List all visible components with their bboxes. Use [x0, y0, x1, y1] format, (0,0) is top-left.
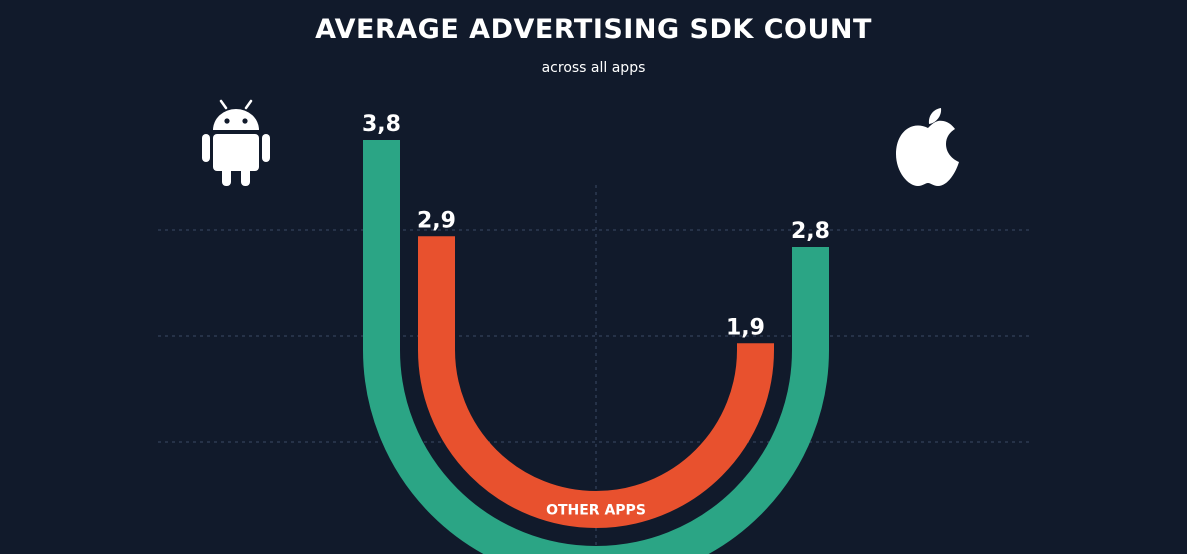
value-label-android-gaming-apps: 3,8 — [362, 112, 401, 137]
chart-subtitle: across all apps — [541, 60, 646, 76]
android-icon — [202, 99, 270, 186]
series-label-other-apps: OTHER APPS — [546, 503, 646, 519]
chart-title: AVERAGE ADVERTISING SDK COUNT — [315, 14, 872, 45]
apple-icon — [896, 108, 959, 186]
bar-gaming-apps — [363, 140, 829, 554]
value-label-apple-gaming-apps: 2,8 — [791, 219, 830, 244]
bars: GAMING APPSOTHER APPS — [363, 140, 829, 554]
value-label-apple-other-apps: 1,9 — [726, 315, 765, 340]
value-labels: 3,8 2,8 2,9 1,9 — [362, 112, 830, 340]
grid-lines — [158, 185, 1030, 554]
bar-other-apps — [418, 236, 774, 528]
value-label-android-other-apps: 2,9 — [417, 208, 456, 233]
